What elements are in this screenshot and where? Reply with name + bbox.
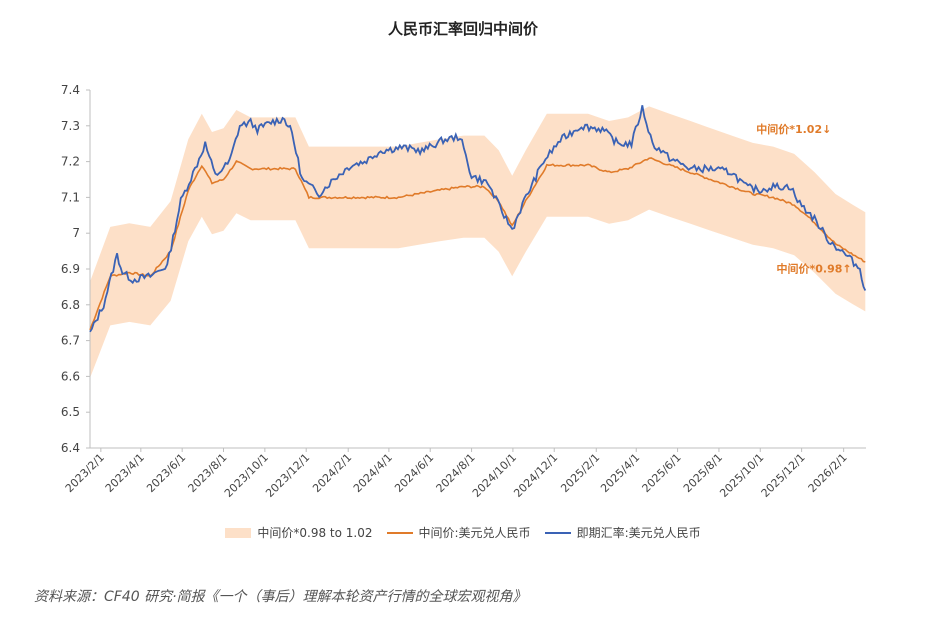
- band-area: [90, 106, 866, 379]
- x-tick-label: 2024/10/1: [470, 451, 519, 500]
- band-layer: [90, 106, 866, 379]
- series-spot-line: [89, 105, 867, 333]
- annotation-label: 中间价*0.98↑: [777, 262, 852, 276]
- legend: 中间价*0.98 to 1.02 中间价:美元兑人民币 即期汇率:美元兑人民币: [0, 524, 926, 541]
- x-tick-label: 2023/6/1: [144, 451, 188, 495]
- y-tick-label: 7.1: [61, 190, 80, 204]
- x-tick-label: 2025/10/1: [717, 451, 766, 500]
- x-tick-label: 2024/6/1: [392, 451, 436, 495]
- y-tick-label: 6.8: [61, 298, 80, 312]
- x-tick-label: 2024/4/1: [351, 451, 395, 495]
- legend-item-band: 中间价*0.98 to 1.02: [225, 524, 373, 541]
- chart-title: 人民币汇率回归中间价: [387, 20, 538, 38]
- annotation-layer: 中间价*1.02↓ 中间价*0.98↑: [756, 122, 851, 276]
- legend-label-band: 中间价*0.98 to 1.02: [257, 526, 373, 540]
- x-tick-label: 2025/12/1: [759, 451, 808, 500]
- x-tick-label: 2025/4/1: [598, 451, 642, 495]
- legend-swatch-central: [386, 531, 413, 534]
- y-tick-label: 6.9: [61, 262, 80, 276]
- series-layer: [89, 105, 867, 333]
- y-tick-label: 6.6: [61, 369, 80, 383]
- y-tick-label: 6.4: [61, 441, 80, 455]
- y-tick-label: 6.7: [61, 334, 80, 348]
- annotation-label: 中间价*1.02↓: [756, 122, 831, 136]
- x-tick-label: 2023/2/1: [63, 451, 107, 495]
- source-note: 资料来源：CF40 研究·简报《一个（事后）理解本轮资产行情的全球宏观视角》: [34, 589, 527, 605]
- legend-swatch-spot: [544, 531, 571, 534]
- x-tick-label: 2024/12/1: [511, 451, 560, 500]
- x-tick-label: 2025/2/1: [558, 451, 602, 495]
- x-tick-label: 2026/2/1: [806, 451, 850, 495]
- y-tick-label: 7.4: [61, 83, 80, 97]
- legend-label-central: 中间价:美元兑人民币: [418, 526, 531, 540]
- x-tick-label: 2023/10/1: [222, 451, 271, 500]
- x-tick-label: 2024/2/1: [310, 451, 354, 495]
- x-tick-label: 2023/12/1: [263, 451, 312, 500]
- x-tick-label: 2023/4/1: [103, 451, 147, 495]
- series-central-line: [89, 157, 866, 331]
- legend-item-central: 中间价:美元兑人民币: [386, 524, 531, 541]
- legend-swatch-band: [225, 527, 252, 538]
- y-tick-label: 7.3: [61, 119, 80, 133]
- y-tick-label: 6.5: [61, 405, 80, 419]
- y-tick-label: 7: [72, 226, 80, 240]
- x-tick-label: 2025/6/1: [640, 451, 684, 495]
- legend-item-spot: 即期汇率:美元兑人民币: [544, 524, 701, 541]
- y-tick-label: 7.2: [61, 155, 80, 169]
- legend-label-spot: 即期汇率:美元兑人民币: [576, 526, 701, 540]
